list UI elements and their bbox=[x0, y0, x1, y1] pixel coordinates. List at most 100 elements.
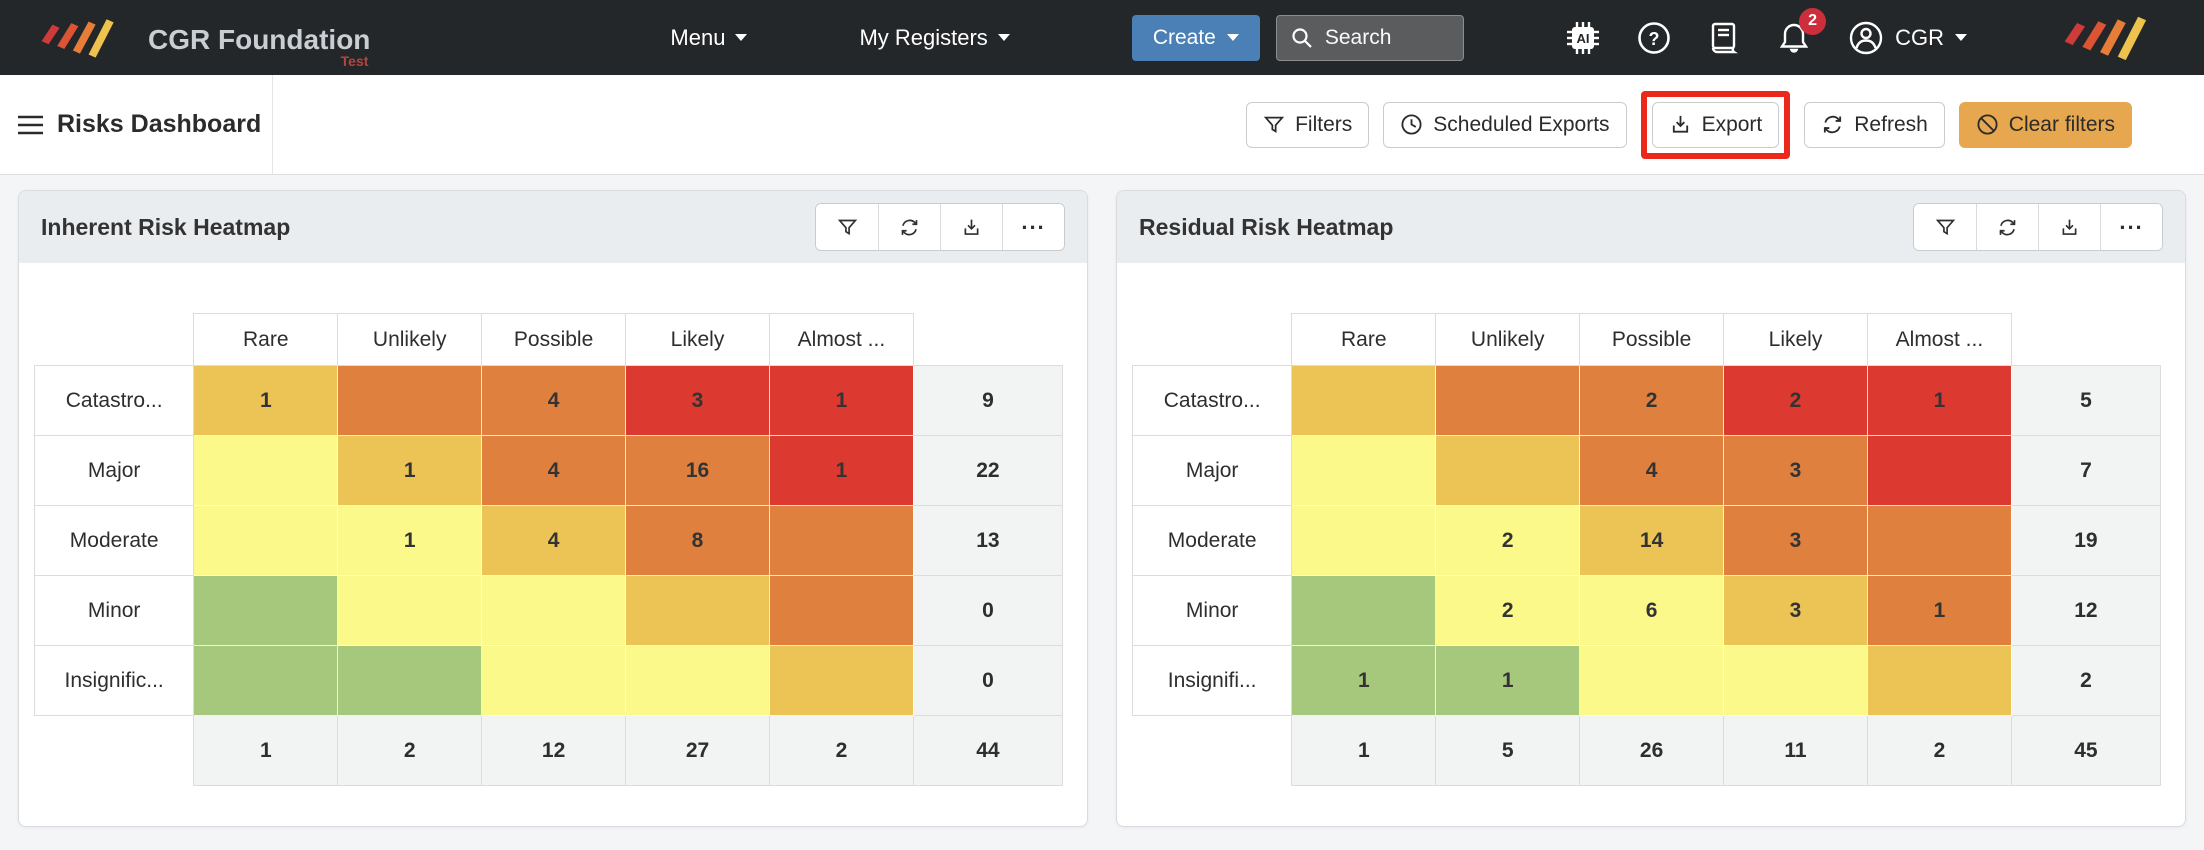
heatmap-cell[interactable]: 1 bbox=[193, 365, 339, 436]
totals-column-header bbox=[913, 314, 1062, 366]
page-title: Risks Dashboard bbox=[57, 110, 262, 138]
heatmap-cell[interactable] bbox=[481, 645, 627, 716]
corner-cell bbox=[35, 314, 194, 366]
heatmap-cell[interactable]: 2 bbox=[1435, 505, 1581, 576]
heatmap-cell[interactable] bbox=[1291, 435, 1437, 506]
filter-icon bbox=[1263, 116, 1285, 133]
my-registers-dropdown[interactable]: My Registers bbox=[859, 25, 1010, 51]
heatmap-cell[interactable] bbox=[193, 505, 339, 576]
brand-zigzag-icon bbox=[41, 18, 114, 58]
filter-icon-button[interactable] bbox=[1914, 204, 1976, 250]
heatmap-cell[interactable]: 4 bbox=[1579, 435, 1725, 506]
heatmap-cell[interactable] bbox=[1866, 505, 2012, 576]
heatmap-cell[interactable]: 1 bbox=[337, 505, 483, 576]
heatmap-cell[interactable] bbox=[193, 575, 339, 646]
row-label: Catastro... bbox=[1131, 365, 1293, 436]
ai-assistant-button[interactable]: AI bbox=[1566, 21, 1600, 55]
heatmap-cell[interactable] bbox=[625, 575, 770, 646]
heatmap-cell[interactable] bbox=[481, 575, 627, 646]
heatmap-cell[interactable]: 3 bbox=[1723, 575, 1868, 646]
clear-filters-button[interactable]: Clear filters bbox=[1958, 101, 2132, 148]
column-header: Likely bbox=[625, 313, 770, 366]
heatmap-cell[interactable]: 16 bbox=[625, 435, 770, 506]
row-total: 0 bbox=[912, 575, 1064, 646]
refresh-icon-button[interactable] bbox=[878, 204, 940, 250]
heatmap-cell[interactable]: 1 bbox=[1435, 645, 1581, 716]
search-input[interactable] bbox=[1324, 25, 1445, 50]
heatmap-cell[interactable] bbox=[337, 575, 483, 646]
heatmap-cell[interactable]: 4 bbox=[481, 435, 627, 506]
help-button[interactable]: ? bbox=[1637, 21, 1671, 55]
refresh-button[interactable]: Refresh bbox=[1804, 101, 1945, 148]
heatmap-cell[interactable] bbox=[193, 435, 339, 506]
menu-dropdown[interactable]: Menu bbox=[670, 25, 748, 51]
row-total: 2 bbox=[2010, 645, 2162, 716]
heatmap-cell[interactable] bbox=[1866, 435, 2012, 506]
download-icon bbox=[2062, 219, 2077, 235]
more-options-button[interactable]: ... bbox=[2100, 204, 2162, 250]
column-total: 11 bbox=[1723, 715, 1868, 786]
heatmap-cell[interactable] bbox=[1435, 365, 1581, 436]
row-total: 9 bbox=[912, 365, 1064, 436]
heatmap-cell[interactable] bbox=[625, 645, 770, 716]
heatmap-cell[interactable]: 3 bbox=[1723, 505, 1868, 576]
heatmap-cell[interactable] bbox=[1291, 575, 1437, 646]
corner-zigzag-logo-icon bbox=[2064, 16, 2147, 60]
refresh-icon bbox=[1824, 115, 1842, 134]
notifications-button[interactable]: 2 bbox=[1777, 7, 1827, 56]
refresh-label: Refresh bbox=[1854, 112, 1928, 136]
heatmap-cell[interactable]: 1 bbox=[768, 435, 914, 506]
heatmap-cell[interactable]: 6 bbox=[1579, 575, 1725, 646]
heatmap-cell[interactable] bbox=[1291, 505, 1437, 576]
export-button[interactable]: Export bbox=[1651, 101, 1780, 148]
more-options-button[interactable]: ... bbox=[1002, 204, 1064, 250]
heatmap-cell[interactable] bbox=[337, 365, 483, 436]
create-button[interactable]: Create bbox=[1131, 14, 1260, 61]
account-menu[interactable]: CGR bbox=[1848, 20, 1967, 56]
heatmap-cell[interactable]: 1 bbox=[1866, 365, 2012, 436]
heatmap-cell[interactable] bbox=[1435, 435, 1581, 506]
totals-row-label bbox=[1133, 716, 1292, 786]
heatmap-cell[interactable] bbox=[193, 645, 339, 716]
heatmap-row: Major 4 3 7 bbox=[1131, 435, 2162, 506]
heatmap-cell[interactable]: 4 bbox=[481, 365, 627, 436]
refresh-icon-button[interactable] bbox=[1976, 204, 2038, 250]
heatmap-cell[interactable] bbox=[1579, 645, 1725, 716]
heatmap-cell[interactable]: 8 bbox=[625, 505, 770, 576]
row-label: Catastro... bbox=[33, 365, 195, 436]
filter-icon-button[interactable] bbox=[816, 204, 878, 250]
heatmap-cell[interactable]: 1 bbox=[337, 435, 483, 506]
notification-count-badge: 2 bbox=[1799, 7, 1827, 35]
svg-text:?: ? bbox=[1649, 29, 1660, 49]
filter-icon bbox=[1935, 219, 1955, 235]
heatmap-cell[interactable]: 1 bbox=[1866, 575, 2012, 646]
heatmap-cell[interactable]: 3 bbox=[1723, 435, 1868, 506]
heatmap-cell[interactable]: 14 bbox=[1579, 505, 1725, 576]
scheduled-exports-button[interactable]: Scheduled Exports bbox=[1383, 101, 1627, 148]
download-icon-button[interactable] bbox=[2038, 204, 2100, 250]
heatmap-cell[interactable] bbox=[337, 645, 483, 716]
heatmap-cell[interactable] bbox=[768, 575, 914, 646]
heatmap-cell[interactable] bbox=[768, 645, 914, 716]
heatmap-cell[interactable]: 1 bbox=[768, 365, 914, 436]
download-icon-button[interactable] bbox=[940, 204, 1002, 250]
filters-button[interactable]: Filters bbox=[1246, 101, 1370, 148]
brand-logo[interactable]: CGR Foundation Test bbox=[40, 16, 370, 68]
ai-chip-icon: AI bbox=[1567, 21, 1600, 54]
hamburger-menu-icon[interactable] bbox=[17, 114, 44, 136]
heatmap-cell[interactable]: 3 bbox=[625, 365, 770, 436]
heatmap-cell[interactable]: 2 bbox=[1579, 365, 1725, 436]
row-label: Minor bbox=[33, 575, 195, 646]
heatmap-cell[interactable]: 4 bbox=[481, 505, 627, 576]
heatmap-cell[interactable]: 2 bbox=[1723, 365, 1868, 436]
search-box[interactable] bbox=[1275, 14, 1464, 61]
knowledge-base-button[interactable] bbox=[1708, 21, 1740, 55]
card-title: Inherent Risk Heatmap bbox=[41, 213, 291, 240]
heatmap-cell[interactable] bbox=[768, 505, 914, 576]
heatmap-cell[interactable]: 1 bbox=[1291, 645, 1437, 716]
heatmap-cell[interactable] bbox=[1291, 365, 1437, 436]
heatmap-cell[interactable] bbox=[1866, 645, 2012, 716]
book-icon bbox=[1711, 22, 1739, 53]
heatmap-cell[interactable]: 2 bbox=[1435, 575, 1581, 646]
heatmap-cell[interactable] bbox=[1723, 645, 1868, 716]
